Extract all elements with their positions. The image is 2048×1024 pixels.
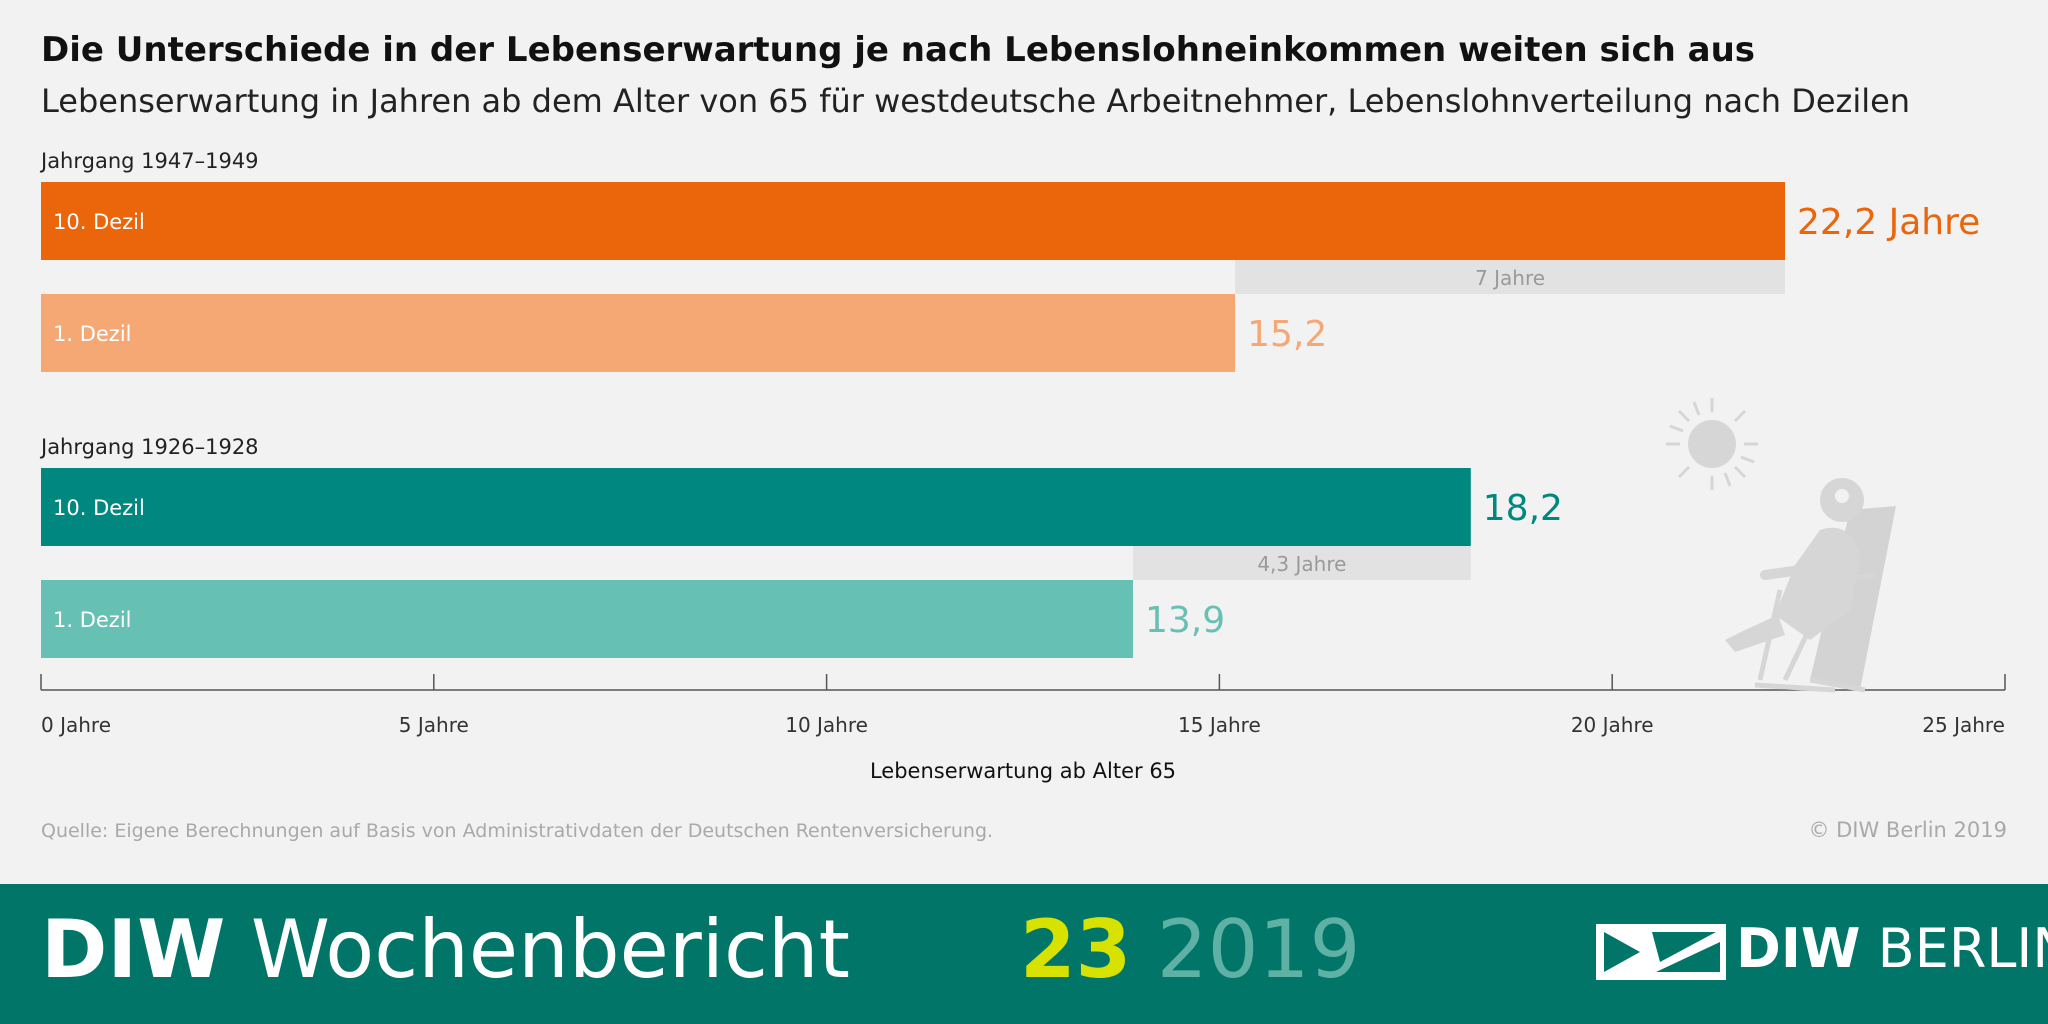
bar-chart: Jahrgang 1947–1949 7 Jahre 10. Dezil 22,2 J…	[39, 149, 2006, 783]
sunbathing-person-illustration	[1666, 398, 1896, 693]
issue-number-value: 23	[1020, 903, 1132, 996]
chart-subtitle: Lebenserwartung in Jahren ab dem Alter v…	[41, 82, 1911, 120]
x-tick-label: 10 Jahre	[785, 713, 868, 737]
publication-brand-bold: DIW	[41, 903, 226, 996]
bar-label: 1. Dezil	[53, 608, 132, 632]
logo-wordmark: DIW BERLIN	[1736, 922, 2048, 976]
x-tick-label: 25 Jahre	[1922, 713, 2005, 737]
bar-value-label: 13,9	[1145, 600, 1225, 641]
gap-label-2: 4,3 Jahre	[1257, 552, 1346, 576]
bar-value-label: 18,2	[1483, 488, 1563, 529]
chart-title: Die Unterschiede in der Lebenserwartung …	[41, 30, 1756, 70]
bar-label: 1. Dezil	[53, 322, 132, 346]
x-tick-label: 5 Jahre	[399, 713, 469, 737]
issue-year: 2019	[1156, 903, 1361, 996]
person-on-deckchair-icon	[1725, 478, 1896, 693]
bar	[41, 294, 1236, 372]
publication-brand-rest: Wochenbericht	[250, 903, 850, 996]
bar	[41, 182, 1786, 260]
bar-value-label: 22,2 Jahre	[1797, 202, 1980, 243]
x-tick-label: 20 Jahre	[1571, 713, 1654, 737]
bar-label: 10. Dezil	[53, 210, 145, 234]
bar-label: 10. Dezil	[53, 496, 145, 520]
logo-wordmark-bold: DIW	[1736, 917, 1861, 980]
logo-wordmark-rest: BERLIN	[1877, 917, 2048, 980]
sun-icon	[1666, 398, 1758, 490]
group-label-2: Jahrgang 1926–1928	[39, 435, 259, 459]
gap-band-1	[1235, 260, 1786, 294]
publication-name: DIW Wochenbericht	[41, 910, 850, 990]
bar	[41, 580, 1133, 658]
diw-logo-icon	[1596, 924, 1726, 980]
gap-label-1: 7 Jahre	[1475, 266, 1545, 290]
x-tick-label: 0 Jahre	[41, 713, 111, 737]
source-note: Quelle: Eigene Berechnungen auf Basis vo…	[41, 820, 994, 842]
group-label-1: Jahrgang 1947–1949	[39, 149, 259, 173]
issue-number: 23 2019	[1020, 910, 1360, 990]
x-axis-label: Lebenserwartung ab Alter 65	[870, 759, 1176, 783]
gap-band-2	[1132, 546, 1471, 580]
x-tick-label: 15 Jahre	[1178, 713, 1261, 737]
copyright-note: © DIW Berlin 2019	[1808, 818, 2007, 842]
bar	[41, 468, 1471, 546]
bar-value-label: 15,2	[1247, 314, 1327, 355]
